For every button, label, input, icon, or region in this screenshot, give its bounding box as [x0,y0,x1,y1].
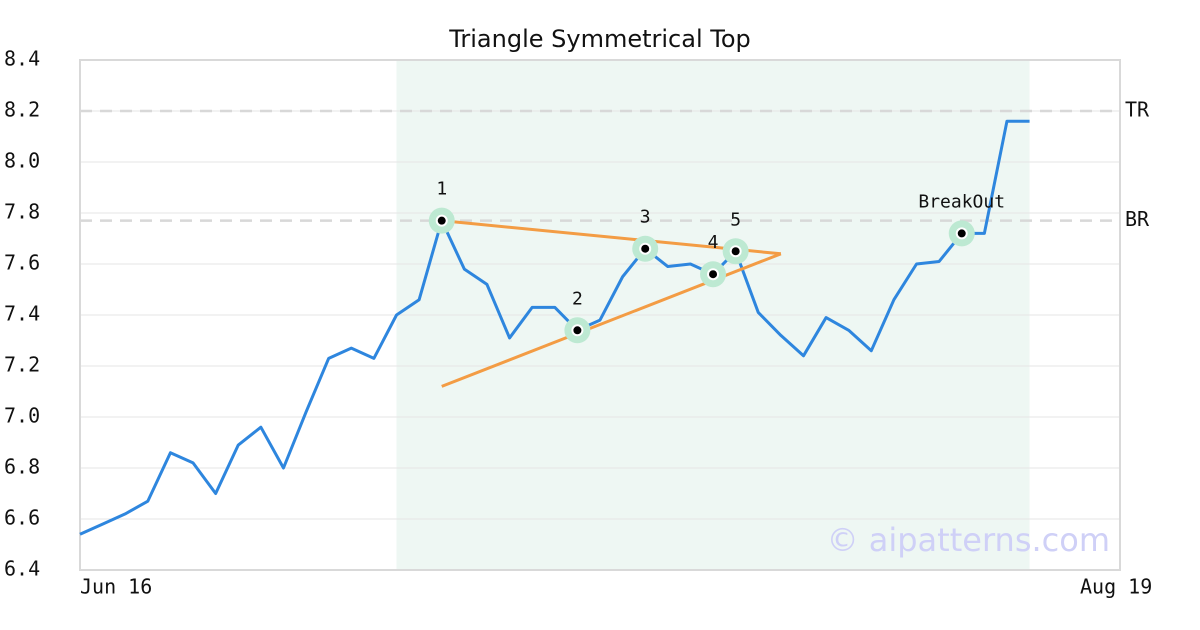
y-tick-label: 7.6 [4,251,40,275]
chart-title: Triangle Symmetrical Top [448,25,751,53]
point-marker [639,242,652,255]
point-marker [571,324,584,337]
plot-frame [79,59,1121,571]
y-tick-label: 7.0 [4,404,40,428]
y-tick-label: 8.4 [4,47,40,71]
point-label: 2 [572,288,583,309]
level-label: TR [1125,98,1150,122]
y-tick-label: 6.4 [4,557,40,581]
y-tick-label: 6.6 [4,506,40,530]
watermark: © aipatterns.com [827,521,1110,559]
y-tick-label: 7.4 [4,302,40,326]
y-tick-label: 8.2 [4,98,40,122]
point-label: 4 [708,232,719,253]
point-label: 5 [730,209,741,230]
point-label: 3 [640,207,651,228]
point-label: BreakOut [918,191,1005,212]
y-tick-label: 8.0 [4,149,40,173]
point-label: 1 [436,179,447,200]
point-marker [955,227,968,240]
level-label: BR [1125,207,1150,231]
y-tick-label: 6.8 [4,455,40,479]
point-marker [707,268,720,281]
x-tick-label: Aug 19 [1080,575,1152,599]
y-tick-label: 7.8 [4,200,40,224]
y-tick-label: 7.2 [4,353,40,377]
point-marker [435,214,448,227]
x-tick-label: Jun 16 [80,575,152,599]
point-marker [729,245,742,258]
price-line [79,119,1030,536]
